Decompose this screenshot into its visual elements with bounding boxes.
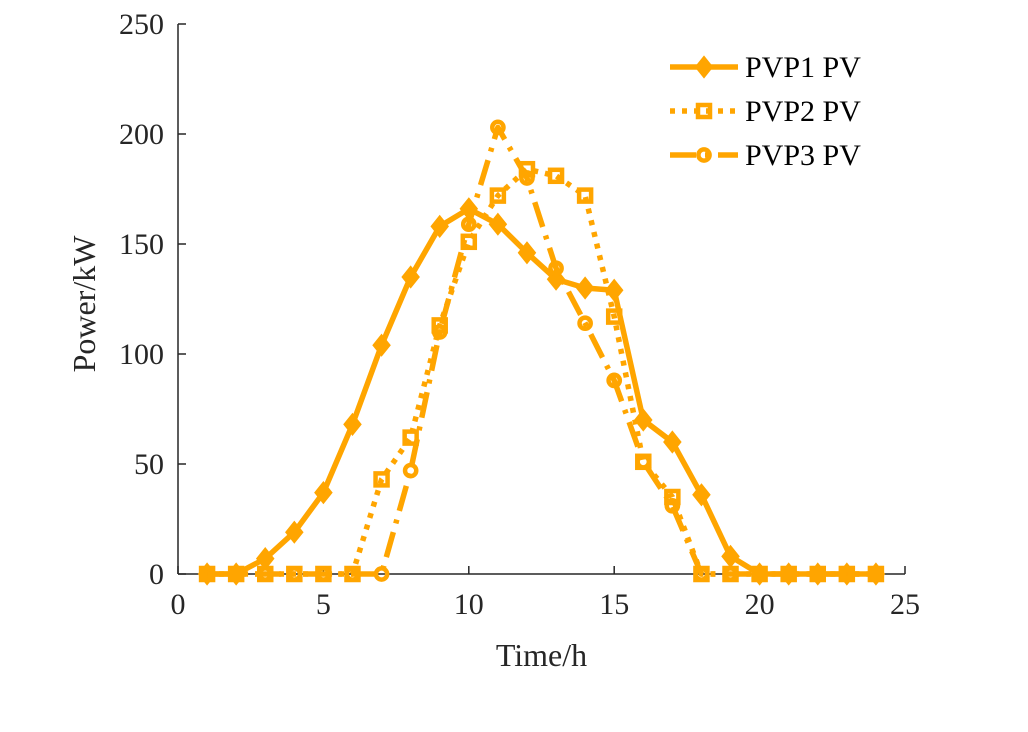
diamond-marker [488, 212, 508, 236]
diamond-marker [285, 520, 304, 544]
diamond-marker [604, 278, 624, 302]
y-tick-label: 250 [119, 8, 164, 41]
y-tick-label: 0 [149, 558, 164, 591]
legend: PVP1 PV PVP2 PV PVP3 PV [662, 38, 894, 174]
circle-marker [257, 566, 274, 582]
circle-marker [606, 372, 623, 389]
circle-marker [751, 566, 768, 582]
diamond-marker [663, 430, 682, 454]
diamond-marker [401, 265, 420, 289]
series-layer [197, 119, 886, 586]
circle-marker [199, 566, 215, 582]
circle-marker [577, 315, 593, 332]
circle-marker [696, 147, 712, 163]
diamond-marker [372, 333, 391, 357]
circle-marker [838, 566, 855, 582]
x-tick-label: 5 [316, 588, 331, 621]
square-marker [605, 308, 623, 325]
circle-marker [315, 566, 332, 582]
circle-marker [635, 453, 652, 470]
legend-label: PVP3 PV [745, 139, 861, 172]
square-marker [695, 102, 713, 120]
diamond-marker [575, 276, 595, 300]
square-marker [402, 429, 419, 446]
circle-marker [664, 497, 681, 514]
legend-item-2: PVP2 PV [670, 95, 861, 128]
diamond-marker [517, 241, 537, 265]
legend-item-3: PVP3 PV [670, 139, 861, 172]
x-axis-title: Time/h [496, 637, 587, 673]
circle-marker [402, 462, 419, 479]
series-3 [199, 119, 884, 582]
y-axis-title: Power/kW [66, 235, 102, 373]
circle-marker [809, 566, 826, 582]
x-tick-label: 10 [454, 588, 484, 621]
square-marker [373, 471, 390, 488]
diamond-marker [694, 55, 714, 79]
diamond-marker [430, 214, 450, 239]
series-line [207, 124, 876, 577]
x-tick-label: 0 [171, 588, 186, 621]
circle-marker [490, 119, 506, 136]
legend-label: PVP2 PV [745, 95, 861, 128]
circle-marker [693, 566, 710, 582]
circle-marker [548, 260, 564, 277]
square-marker [489, 187, 507, 204]
circle-marker [519, 170, 535, 186]
legend-item-1: PVP1 PV [670, 51, 861, 84]
diamond-marker [343, 412, 362, 437]
y-tick-label: 50 [134, 448, 164, 481]
circle-marker [722, 566, 739, 582]
y-tick-label: 150 [119, 228, 164, 261]
circle-marker [460, 216, 477, 233]
diamond-marker [314, 480, 333, 505]
square-marker [431, 317, 448, 334]
circle-marker [286, 566, 303, 582]
y-tick-label: 200 [119, 118, 164, 151]
square-marker [576, 187, 594, 204]
circle-marker [344, 566, 361, 582]
circle-marker [780, 566, 797, 582]
legend-label: PVP1 PV [745, 51, 861, 84]
square-marker [547, 167, 565, 185]
x-tick-label: 25 [890, 588, 920, 621]
x-tick-label: 20 [745, 588, 775, 621]
y-tick-label: 100 [119, 338, 164, 371]
circle-marker [228, 566, 245, 582]
x-tick-label: 15 [599, 588, 629, 621]
series-line [207, 206, 876, 577]
series-1 [197, 197, 886, 586]
circle-marker [373, 566, 390, 582]
diamond-marker [633, 408, 653, 432]
circle-marker [868, 566, 884, 582]
circle-marker [431, 324, 448, 340]
diamond-marker [692, 483, 711, 507]
